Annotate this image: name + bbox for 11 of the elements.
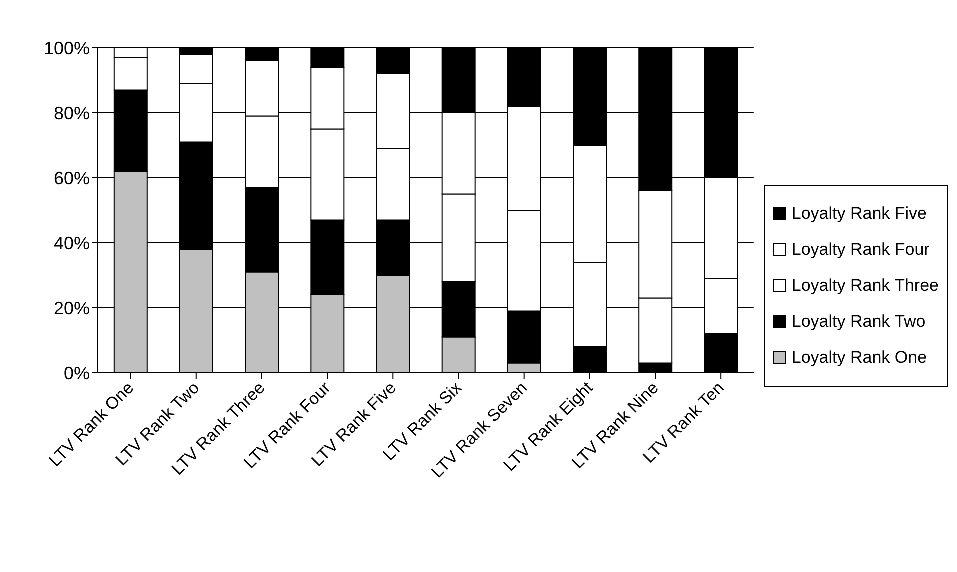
legend-label: Loyalty Rank Three	[792, 276, 939, 296]
legend-label: Loyalty Rank Five	[792, 204, 928, 224]
legend-label: Loyalty Rank One	[792, 348, 928, 368]
y-tick-label: 80%	[54, 103, 90, 124]
y-tick-label: 40%	[54, 233, 90, 254]
legend-label: Loyalty Rank Four	[792, 240, 930, 260]
y-tick-label: 0%	[64, 363, 90, 384]
legend-label: Loyalty Rank Two	[792, 312, 926, 332]
y-tick-label: 20%	[54, 298, 90, 318]
y-tick-label: 60%	[54, 168, 90, 188]
y-tick-label: 100%	[44, 38, 90, 58]
